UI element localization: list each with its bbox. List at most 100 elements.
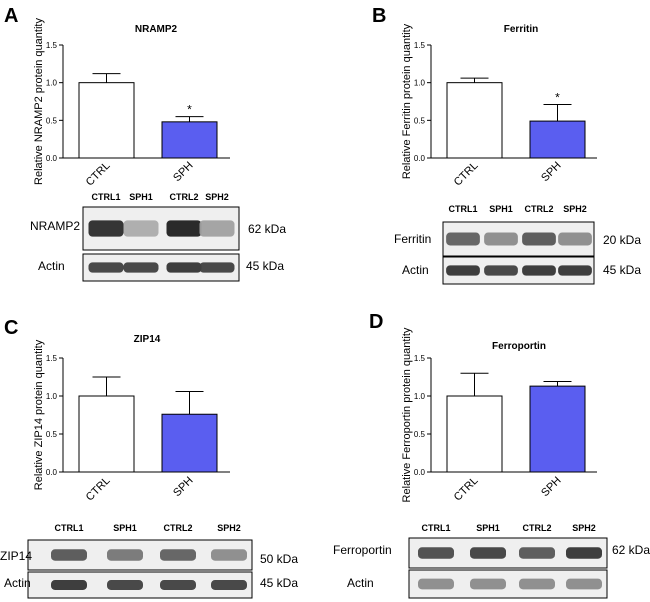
band bbox=[88, 262, 124, 273]
band bbox=[107, 580, 143, 590]
y-tick-label: 1.5 bbox=[414, 41, 426, 50]
band bbox=[88, 220, 124, 237]
band bbox=[51, 580, 87, 590]
panel-letter: C bbox=[4, 317, 18, 339]
y-tick-label: 0.0 bbox=[46, 468, 58, 477]
y-tick-label: 1.5 bbox=[46, 354, 58, 363]
category-label: CTRL bbox=[452, 475, 481, 504]
chart-title: Ferroportin bbox=[492, 341, 546, 352]
bar-ctrl bbox=[446, 395, 503, 473]
bar-sph bbox=[529, 385, 586, 473]
band bbox=[199, 220, 235, 237]
lane-label: CTRL2 bbox=[170, 192, 199, 202]
band bbox=[446, 232, 480, 246]
band bbox=[123, 220, 159, 237]
y-tick-label: 0.5 bbox=[414, 430, 426, 439]
panel-letter: D bbox=[369, 311, 383, 333]
band bbox=[446, 265, 480, 276]
molecular-weight-label: 62 kDa bbox=[248, 222, 286, 236]
western-blot: CTRL1 SPH1 CTRL2 SPH2 Ferritin 20 kDa Actin 45 … bbox=[394, 204, 641, 285]
western-blot: CTRL1 SPH1 CTRL2 SPH2 ZIP14 50 kDa Actin 45 kDa bbox=[0, 523, 298, 599]
category-label: SPH bbox=[539, 160, 564, 185]
y-axis-label: Relative ZIP14 protein quantity bbox=[33, 339, 45, 490]
western-blot: CTRL1 SPH1 CTRL2 SPH2 Ferroportin 62 kDa Actin bbox=[333, 523, 650, 599]
band bbox=[484, 232, 518, 246]
molecular-weight-label: 45 kDa bbox=[603, 263, 641, 277]
lane-label: CTRL2 bbox=[525, 204, 554, 214]
y-axis-label: Relative Ferritin protein quantity bbox=[401, 23, 413, 179]
category-label: SPH bbox=[171, 160, 196, 185]
lane-label: CTRL1 bbox=[449, 204, 478, 214]
significance-marker: * bbox=[187, 103, 192, 117]
lane-label: SPH1 bbox=[129, 192, 153, 202]
lane-label: CTRL2 bbox=[523, 523, 552, 533]
lane-label: CTRL1 bbox=[92, 192, 121, 202]
western-blot: CTRL1 SPH1 CTRL2 SPH2 NRAMP2 62 kDa Actin 45 kD… bbox=[30, 192, 286, 282]
band bbox=[558, 265, 592, 276]
y-tick-label: 0.5 bbox=[46, 430, 58, 439]
blot-row-label: Ferritin bbox=[394, 232, 431, 246]
category-label: CTRL bbox=[452, 160, 481, 189]
band bbox=[522, 265, 556, 276]
category-label: SPH bbox=[171, 475, 196, 500]
lane-label: CTRL2 bbox=[164, 523, 193, 533]
y-tick-label: 0.0 bbox=[414, 468, 426, 477]
y-tick-label: 0.0 bbox=[414, 154, 426, 163]
y-tick-label: 1.0 bbox=[46, 79, 58, 88]
bar-sph bbox=[161, 121, 218, 159]
blot-row-label: Actin bbox=[347, 576, 374, 590]
blot-row-label: Ferroportin bbox=[333, 543, 392, 557]
lane-label: CTRL1 bbox=[55, 523, 84, 533]
band bbox=[418, 547, 454, 559]
band bbox=[166, 220, 202, 237]
band bbox=[160, 549, 196, 561]
band bbox=[51, 549, 87, 561]
y-tick-label: 0.5 bbox=[414, 116, 426, 125]
band bbox=[166, 262, 202, 273]
lane-label: SPH1 bbox=[113, 523, 137, 533]
blot-row-label: Actin bbox=[402, 263, 429, 277]
band bbox=[160, 580, 196, 590]
y-tick-label: 1.0 bbox=[414, 79, 426, 88]
chart-title: NRAMP2 bbox=[135, 24, 178, 35]
lane-label: SPH2 bbox=[217, 523, 241, 533]
bar-ctrl bbox=[78, 82, 135, 159]
blot-row-label: NRAMP2 bbox=[30, 219, 80, 233]
blot-row-label: Actin bbox=[4, 576, 31, 590]
molecular-weight-label: 45 kDa bbox=[260, 576, 298, 590]
band bbox=[470, 547, 506, 559]
band bbox=[211, 580, 247, 590]
panel-b: B Ferritin Relative Ferritin protein quant… bbox=[372, 5, 641, 285]
panel-a: A NRAMP2 Relative NRAMP2 protein quantity 0… bbox=[4, 5, 286, 282]
lane-label: SPH2 bbox=[205, 192, 229, 202]
chart-title: Ferritin bbox=[504, 24, 538, 35]
chart-title: ZIP14 bbox=[134, 334, 161, 345]
lane-label: SPH2 bbox=[563, 204, 587, 214]
band bbox=[199, 262, 235, 273]
panel-d: D Ferroportin Relative Ferroportin protein… bbox=[333, 311, 650, 599]
band bbox=[519, 578, 555, 590]
lane-label: SPH2 bbox=[572, 523, 596, 533]
panel-letter: A bbox=[4, 5, 18, 27]
molecular-weight-label: 62 kDa bbox=[612, 543, 650, 557]
bar-ctrl bbox=[446, 82, 503, 159]
category-label: CTRL bbox=[84, 160, 113, 189]
bar-sph bbox=[161, 413, 218, 473]
y-tick-label: 0.5 bbox=[46, 116, 58, 125]
y-tick-label: 0.0 bbox=[46, 154, 58, 163]
band bbox=[470, 578, 506, 590]
category-label: SPH bbox=[539, 475, 564, 500]
panel-letter: B bbox=[372, 5, 386, 27]
bar-sph bbox=[529, 120, 586, 159]
blot-row-label: ZIP14 bbox=[0, 549, 32, 563]
band bbox=[418, 578, 454, 590]
band bbox=[566, 547, 602, 559]
y-tick-label: 1.0 bbox=[414, 392, 426, 401]
band bbox=[211, 549, 247, 561]
molecular-weight-label: 50 kDa bbox=[260, 552, 298, 566]
band bbox=[558, 232, 592, 246]
band bbox=[566, 578, 602, 590]
y-tick-label: 1.5 bbox=[414, 354, 426, 363]
band bbox=[123, 262, 159, 273]
band bbox=[107, 549, 143, 561]
